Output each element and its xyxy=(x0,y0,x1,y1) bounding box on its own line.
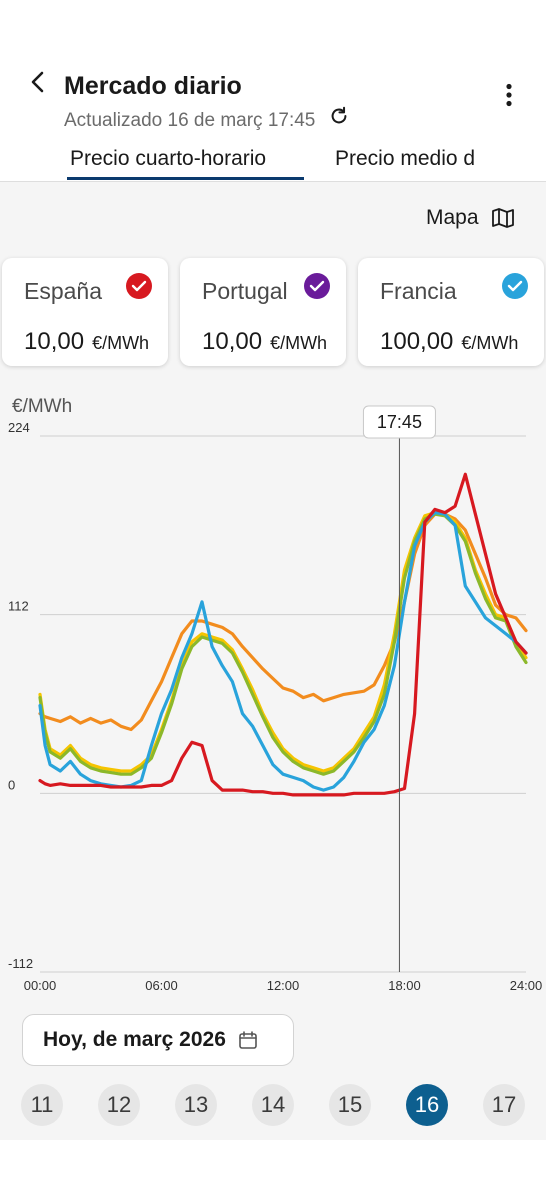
x-tick-label: 24:00 xyxy=(510,978,543,993)
tab-precio-medio[interactable]: Precio medio d xyxy=(335,147,476,170)
checkmark-icon[interactable] xyxy=(502,273,528,299)
date-selector[interactable]: Hoy, de març 2026 xyxy=(22,1014,294,1066)
card-name: Francia xyxy=(380,278,457,304)
cursor-label-box xyxy=(362,405,436,439)
x-tick-label: 00:00 xyxy=(24,978,57,993)
price-chart[interactable]: €/MWh 224 112 0 -112 00:00 06:00 12:00 18:00 24:0… xyxy=(0,390,546,1000)
map-icon xyxy=(491,208,514,228)
chart-canvas: €/MWh 224 112 0 -112 00:00 06:00 12:00 18:00 24:0… xyxy=(8,396,543,993)
map-button[interactable]: Mapa xyxy=(426,206,515,230)
day-16[interactable]: 16 xyxy=(406,1084,448,1126)
app-header: Mercado diario Actualizado 16 de març 17… xyxy=(0,0,546,182)
bottom-area xyxy=(0,1140,546,1200)
active-tab-indicator xyxy=(67,177,304,180)
day-selector: 11 12 13 14 15 16 17 xyxy=(0,1084,546,1128)
main-content: Mapa España 10,00 €/MWh Portugal 10,00 €/M… xyxy=(0,182,546,1140)
day-13[interactable]: 13 xyxy=(175,1084,217,1126)
price-value: 100,00 xyxy=(380,328,454,355)
series-line-4 xyxy=(38,472,528,797)
chevron-left-icon xyxy=(31,71,44,93)
x-tick-label: 06:00 xyxy=(145,978,178,993)
y-tick-label: -112 xyxy=(8,956,33,971)
back-button[interactable] xyxy=(22,66,54,98)
date-selector-label: Hoy, de març 2026 xyxy=(43,1028,226,1051)
price-value: 10,00 xyxy=(24,328,85,355)
card-price: 10,00 €/MWh xyxy=(202,328,327,356)
card-price: 100,00 €/MWh xyxy=(380,328,518,356)
day-17[interactable]: 17 xyxy=(483,1084,525,1126)
tab-precio-cuarto-horario[interactable]: Precio cuarto-horario xyxy=(70,147,267,170)
card-name: España xyxy=(24,278,103,304)
price-value: 10,00 xyxy=(202,328,263,355)
price-unit: €/MWh xyxy=(461,333,519,353)
more-vertical-icon xyxy=(506,83,512,107)
y-tick-label: 0 xyxy=(8,777,15,792)
x-tick-label: 18:00 xyxy=(388,978,421,993)
card-portugal[interactable]: Portugal 10,00 €/MWh xyxy=(180,258,346,366)
card-espana[interactable]: España 10,00 €/MWh xyxy=(2,258,168,366)
cursor-label: 17:45 xyxy=(377,412,422,432)
refresh-icon xyxy=(331,106,347,124)
y-axis-label: €/MWh xyxy=(12,396,72,417)
x-tick-label: 12:00 xyxy=(267,978,300,993)
price-unit: €/MWh xyxy=(270,333,328,353)
card-price: 10,00 €/MWh xyxy=(24,328,149,356)
more-options-button[interactable] xyxy=(494,80,524,110)
last-updated-text: Actualizado 16 de març 17:45 xyxy=(64,110,316,131)
price-unit: €/MWh xyxy=(92,333,150,353)
series-line-2 xyxy=(38,512,528,776)
series-line-1 xyxy=(38,510,528,773)
series-line-0 xyxy=(38,512,528,732)
tab-bar: Precio cuarto-horario Precio medio d xyxy=(0,140,546,182)
day-11[interactable]: 11 xyxy=(21,1084,63,1126)
day-14[interactable]: 14 xyxy=(252,1084,294,1126)
y-tick-label: 112 xyxy=(8,599,29,614)
page-title: Mercado diario xyxy=(64,72,242,100)
card-francia[interactable]: Francia 100,00 €/MWh xyxy=(358,258,544,366)
checkmark-icon[interactable] xyxy=(304,273,330,299)
checkmark-icon[interactable] xyxy=(126,273,152,299)
y-tick-label: 224 xyxy=(8,420,30,435)
calendar-icon xyxy=(239,1031,257,1049)
card-name: Portugal xyxy=(202,278,288,304)
day-12[interactable]: 12 xyxy=(98,1084,140,1126)
map-button-label: Mapa xyxy=(426,206,479,229)
day-15[interactable]: 15 xyxy=(329,1084,371,1126)
refresh-button[interactable] xyxy=(326,103,352,129)
